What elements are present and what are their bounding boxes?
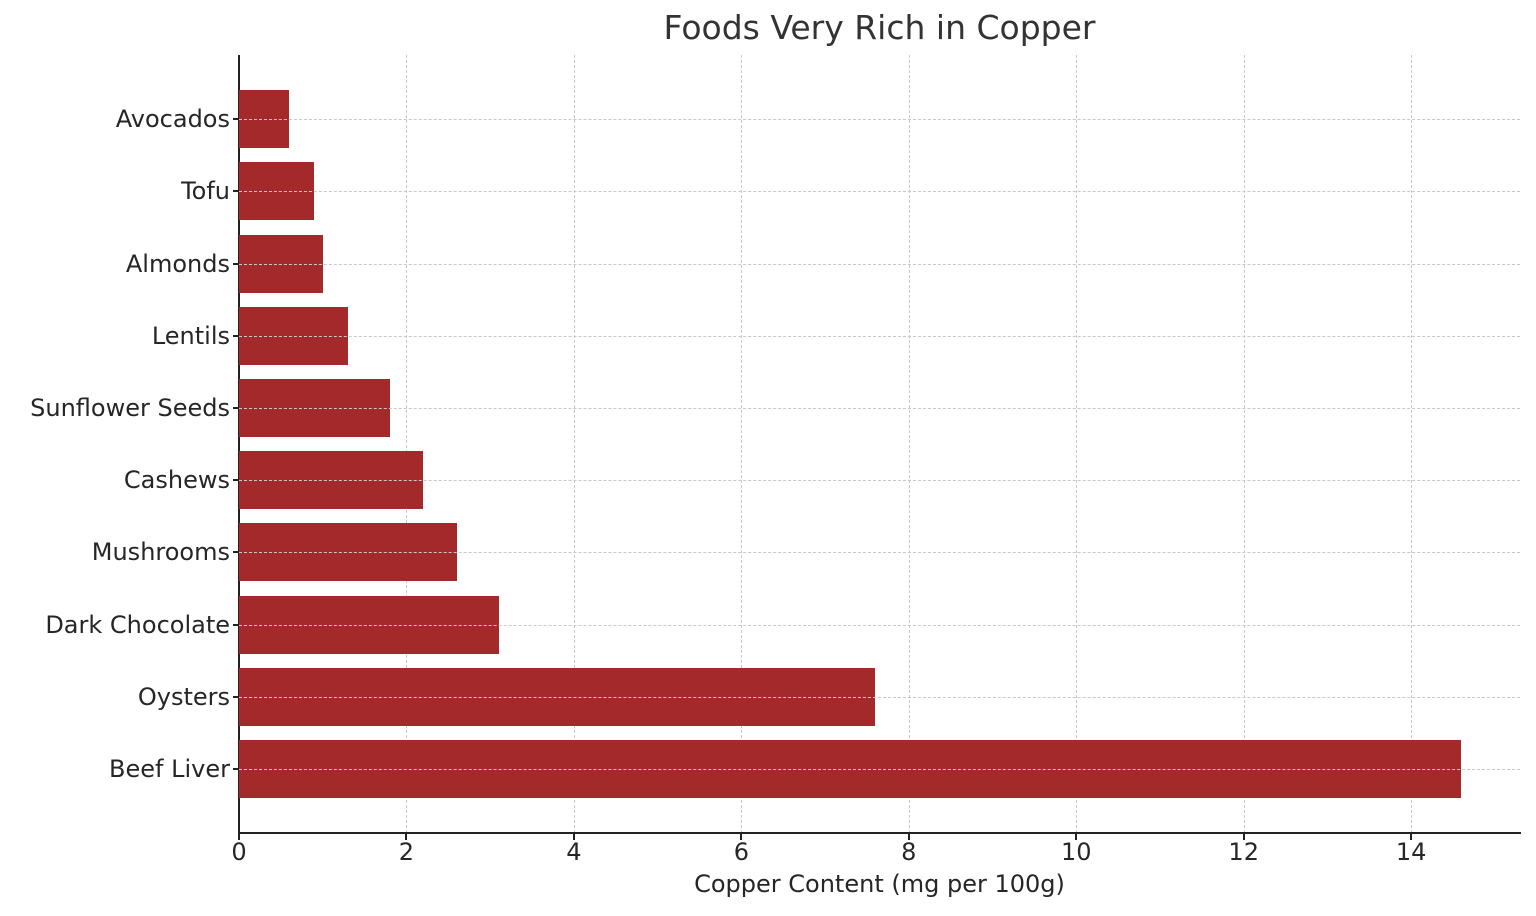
- x-tick: [572, 834, 575, 840]
- x-tick-label: 12: [1228, 838, 1259, 866]
- x-tick: [1410, 834, 1413, 840]
- x-gridline: [1243, 55, 1245, 833]
- y-tick: [233, 768, 239, 770]
- y-axis-line: [238, 55, 240, 834]
- y-gridline: [239, 191, 1520, 193]
- y-tick-label: Avocados: [115, 105, 230, 134]
- x-tick: [1242, 834, 1245, 840]
- y-gridline: [239, 408, 1520, 409]
- x-tick: [238, 834, 240, 840]
- x-gridline: [1076, 55, 1078, 833]
- y-tick: [233, 695, 239, 698]
- x-gridline: [1411, 55, 1413, 833]
- y-tick-label: Tofu: [181, 177, 230, 206]
- y-tick: [233, 334, 239, 337]
- y-gridline: [239, 552, 1520, 554]
- x-tick: [907, 834, 910, 840]
- y-tick-label: Lentils: [151, 321, 230, 350]
- x-tick-label: 8: [901, 838, 917, 866]
- y-gridline: [239, 480, 1520, 482]
- y-tick-label: Beef Liver: [109, 755, 230, 783]
- y-gridline: [239, 769, 1520, 770]
- x-tick-label: 6: [733, 838, 749, 866]
- x-tick: [740, 834, 743, 840]
- y-tick: [233, 190, 239, 193]
- y-gridline: [239, 119, 1520, 121]
- y-gridline: [239, 696, 1520, 698]
- y-tick: [233, 407, 239, 409]
- plot-area: [239, 55, 1520, 833]
- chart-title: Foods Very Rich in Copper: [663, 8, 1096, 47]
- x-gridline: [406, 55, 408, 833]
- y-tick-label: Mushrooms: [91, 538, 230, 567]
- y-tick-label: Almonds: [125, 249, 230, 278]
- y-gridline: [239, 263, 1520, 265]
- x-gridline: [908, 55, 910, 833]
- y-tick: [233, 479, 239, 482]
- x-tick: [405, 834, 408, 840]
- y-tick: [233, 623, 239, 626]
- y-gridline: [239, 624, 1520, 626]
- x-tick: [1075, 834, 1078, 840]
- x-tick-label: 0: [231, 838, 247, 866]
- x-axis-title: Copper Content (mg per 100g): [694, 870, 1065, 898]
- y-tick-label: Dark Chocolate: [45, 610, 230, 639]
- y-tick-label: Sunflower Seeds: [30, 394, 230, 422]
- x-tick-label: 10: [1060, 838, 1092, 866]
- y-tick: [233, 551, 239, 554]
- y-tick-label: Cashews: [123, 466, 230, 495]
- x-tick-label: 4: [566, 838, 582, 866]
- y-tick-label: Oysters: [137, 682, 230, 711]
- x-tick-label: 14: [1395, 838, 1427, 866]
- x-tick-label: 2: [398, 838, 415, 866]
- y-tick: [233, 118, 239, 121]
- x-gridline: [741, 55, 743, 833]
- x-gridline: [573, 55, 575, 833]
- x-axis-line: [238, 832, 1521, 834]
- y-tick: [233, 262, 239, 265]
- y-gridline: [239, 335, 1520, 337]
